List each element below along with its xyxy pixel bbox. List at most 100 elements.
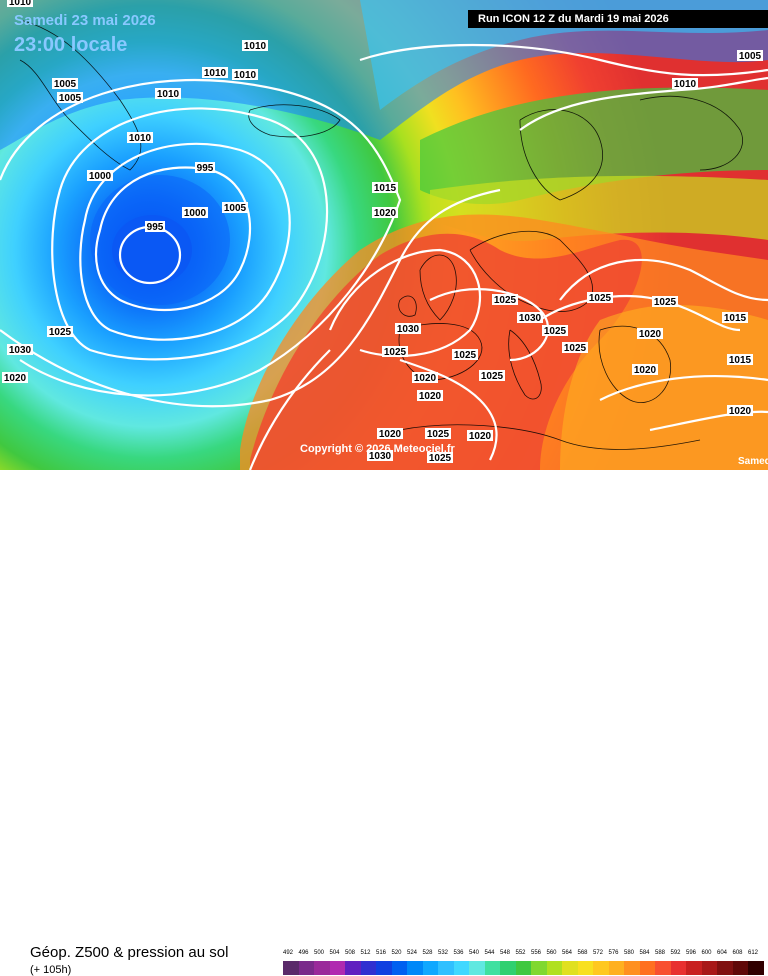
legend-label: 536 (453, 950, 464, 956)
legend-label: 532 (438, 950, 449, 956)
legend-label: 552 (515, 950, 526, 956)
isobar-label: 1015 (374, 183, 397, 194)
footer-bar: Géop. Z500 & pression au sol (+ 105h) 49… (0, 470, 768, 976)
isobar-label: 1025 (429, 453, 452, 464)
isobar-label-bg (562, 342, 588, 353)
legend-swatch (500, 961, 516, 975)
isobar-label: 1020 (414, 373, 437, 384)
legend-label: 576 (608, 950, 619, 956)
isobar-label: 1010 (9, 0, 32, 8)
legend-label: 508 (345, 950, 356, 956)
legend-swatch (577, 961, 593, 975)
chart-title: Géop. Z500 & pression au sol (30, 944, 229, 961)
isobar-label-bg (727, 354, 753, 365)
isobar-label: 1020 (469, 431, 492, 442)
isobar-label-bg (737, 50, 763, 61)
isobar-label-bg (372, 182, 398, 193)
isobar-label: 1025 (49, 327, 72, 338)
legend-swatch (469, 961, 485, 975)
isobar-label-bg (632, 364, 658, 375)
isobar-label: 1010 (204, 68, 227, 79)
legend-swatch (748, 961, 764, 975)
isobar-label-bg (57, 92, 83, 103)
corner-date: Samedi (738, 456, 768, 467)
isobar-label: 1005 (59, 93, 82, 104)
isobar-label: 1010 (234, 70, 257, 81)
isobars (0, 43, 768, 470)
legend-label: 492 (283, 950, 294, 956)
legend-label: 584 (639, 950, 650, 956)
legend-swatch (608, 961, 624, 975)
legend-swatch (531, 961, 547, 975)
isobar-label-bg (412, 372, 438, 383)
legend-label: 568 (577, 950, 588, 956)
model-run-label: Run ICON 12 Z du Mardi 19 mai 2026 (468, 10, 768, 28)
isobar-label: 1020 (419, 391, 442, 402)
isobar-label: 1010 (129, 133, 152, 144)
legend-swatch (686, 961, 702, 975)
isobar-label: 1025 (427, 429, 450, 440)
legend-swatch (593, 961, 609, 975)
isobar-label-bg (232, 69, 258, 80)
isobar-labels: 1010 1010 1010 1005 1005 1010 1010 1010 1000 995 1… (2, 0, 763, 464)
forecast-offset: (+ 105h) (30, 964, 72, 976)
isobar-label: 1025 (481, 371, 504, 382)
isobar-label-bg (195, 162, 215, 173)
isobar-label: 1000 (89, 171, 112, 182)
legend-swatch (732, 961, 748, 975)
geopotential-field: 1010 1010 1010 1005 1005 1010 1010 1010 1000 995 1… (0, 0, 768, 470)
isobar-label-bg (492, 294, 518, 305)
isobar-label-bg (87, 170, 113, 181)
legend-label: 608 (732, 950, 743, 956)
isobar-label-bg (722, 312, 748, 323)
forecast-time: 23:00 locale (14, 34, 128, 56)
isobar-label: 1015 (729, 355, 752, 366)
isobar-label-bg (652, 296, 678, 307)
isobar-label-bg (382, 346, 408, 357)
isobar-label-bg (155, 88, 181, 99)
isobar-label-bg (727, 405, 753, 416)
isobar-label-bg (372, 207, 398, 218)
isobar-label: 1020 (634, 365, 657, 376)
legend-label: 600 (701, 950, 712, 956)
legend-swatch (407, 961, 423, 975)
forecast-date: Samedi 23 mai 2026 (14, 12, 156, 29)
isobar-label-bg (427, 452, 453, 463)
legend-swatch (639, 961, 655, 975)
legend-swatch (515, 961, 531, 975)
isobar-label-bg (242, 40, 268, 51)
legend-swatch (391, 961, 407, 975)
isobar-label: 1025 (494, 295, 517, 306)
isobar-label: 1005 (224, 203, 247, 214)
legend-swatch (546, 961, 562, 975)
legend-label: 544 (484, 950, 495, 956)
legend-swatch (484, 961, 500, 975)
isobar-label: 1005 (54, 79, 77, 90)
legend-swatch (360, 961, 376, 975)
isobar-label-bg (182, 207, 208, 218)
isobar-label-bg (479, 370, 505, 381)
isobar-label: 1020 (4, 373, 27, 384)
legend-label: 504 (329, 950, 340, 956)
isobar-label: 1025 (589, 293, 612, 304)
isobar-label: 1025 (654, 297, 677, 308)
legend-color-scale (283, 961, 764, 975)
legend-label: 512 (360, 950, 371, 956)
legend-label: 528 (422, 950, 433, 956)
legend-swatch (345, 961, 361, 975)
legend-label: 604 (717, 950, 728, 956)
isobar-label: 1030 (397, 324, 420, 335)
isobar-label-bg (542, 325, 568, 336)
isobar-label: 1000 (184, 208, 207, 219)
legend-label: 540 (469, 950, 480, 956)
legend-swatch (283, 961, 299, 975)
legend-label: 588 (655, 950, 666, 956)
isobar-label-bg (395, 323, 421, 334)
legend-label: 596 (686, 950, 697, 956)
legend-label: 556 (531, 950, 542, 956)
legend-swatch (453, 961, 469, 975)
isobar-label: 1020 (379, 429, 402, 440)
isobar-label-bg (467, 430, 493, 441)
weather-map: 1010 1010 1010 1005 1005 1010 1010 1010 1000 995 1… (0, 0, 768, 470)
legend-label: 564 (562, 950, 573, 956)
